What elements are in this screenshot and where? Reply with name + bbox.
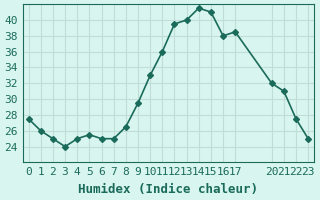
X-axis label: Humidex (Indice chaleur): Humidex (Indice chaleur) bbox=[78, 183, 258, 196]
